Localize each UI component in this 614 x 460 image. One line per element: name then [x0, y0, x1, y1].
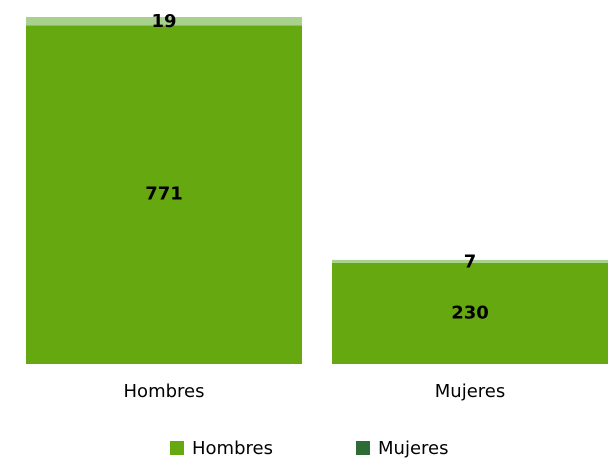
- bar-segment: [332, 262, 608, 364]
- data-label: 19: [151, 11, 176, 32]
- x-tick-label: Mujeres: [435, 381, 505, 402]
- data-label: 771: [145, 184, 183, 205]
- legend-swatch: [170, 441, 184, 455]
- data-label: 7: [464, 251, 477, 272]
- legend-label: Hombres: [192, 438, 273, 459]
- legend-label: Mujeres: [378, 438, 448, 459]
- legend-swatch: [356, 441, 370, 455]
- data-label: 230: [451, 302, 489, 323]
- bar-segment: [26, 17, 302, 26]
- bar-segment: [26, 25, 302, 364]
- x-tick-label: Hombres: [124, 381, 205, 402]
- bar-segment: [332, 259, 608, 263]
